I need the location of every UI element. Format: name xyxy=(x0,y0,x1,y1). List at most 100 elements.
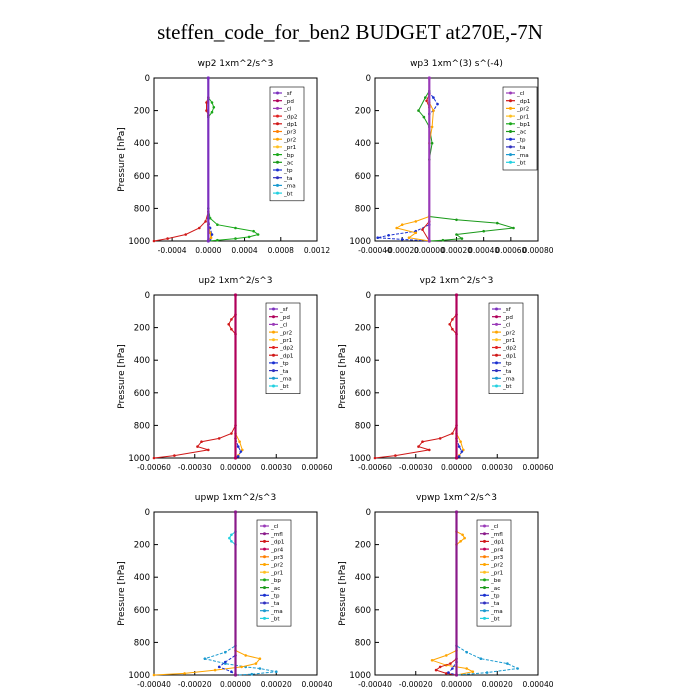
legend-box xyxy=(269,86,305,202)
legend-entry: _ma xyxy=(502,377,515,383)
x-tick-label: 0.00000 xyxy=(220,680,251,689)
legend-entry: _ta xyxy=(270,601,279,607)
series-marker-ma xyxy=(250,672,254,676)
panel-title: up2 1xm^2/s^3 xyxy=(198,276,272,286)
series-marker-dp1 xyxy=(173,454,176,457)
series-marker-pr2 xyxy=(465,667,469,670)
series-marker-pr2 xyxy=(432,109,435,112)
legend-marker xyxy=(495,322,498,326)
panel-title: vpwp 1xm^2/s^3 xyxy=(416,493,497,503)
legend-entry: _bt xyxy=(490,617,500,623)
legend-marker xyxy=(495,330,498,334)
series-marker-dp1 xyxy=(196,445,199,448)
series-marker-ma xyxy=(224,650,227,654)
legend-entry: _pr4 xyxy=(270,547,284,553)
series-marker-ma xyxy=(479,657,483,660)
series-marker-dp1 xyxy=(205,101,208,104)
legend-marker xyxy=(509,99,512,103)
series-marker-pr2 xyxy=(400,223,404,226)
series-marker-dp1 xyxy=(204,220,207,223)
legend-marker xyxy=(483,586,486,590)
legend-entry: _ma xyxy=(283,184,296,190)
series-marker-tp xyxy=(230,670,233,673)
legend-marker xyxy=(483,547,486,551)
x-tick-label: -0.00020 xyxy=(385,246,419,255)
legend-entry: _pr2 xyxy=(490,563,503,569)
x-tick-label: 0.0004 xyxy=(231,246,257,255)
panel-title: wp3 1xm^(3) s^(-4) xyxy=(410,59,503,69)
series-marker-pr2 xyxy=(414,231,418,235)
series-marker-pd xyxy=(454,456,459,460)
panel-title: vp2 1xm^2/s^3 xyxy=(420,276,494,286)
legend-marker xyxy=(272,376,275,380)
x-tick-label: -0.00020 xyxy=(178,680,212,689)
legend-entry: _be xyxy=(490,578,501,584)
series-marker-pr2 xyxy=(244,654,247,657)
series-marker-dp1 xyxy=(205,109,208,112)
legend-marker xyxy=(276,153,279,157)
legend-marker xyxy=(509,91,512,95)
legend-entry: _ta xyxy=(502,369,511,375)
legend-marker xyxy=(483,601,486,605)
x-tick-label: 0.00020 xyxy=(441,246,472,255)
legend-marker xyxy=(276,168,279,172)
series-marker-dp1 xyxy=(152,456,156,460)
series-marker-ma xyxy=(516,667,519,670)
y-tick-label: 800 xyxy=(355,204,371,214)
series-marker-tp xyxy=(447,671,450,674)
legend-marker xyxy=(509,160,512,164)
legend-entry: _dp2 xyxy=(502,346,516,352)
series-marker-mf xyxy=(233,510,238,514)
x-tick-label: 0.00030 xyxy=(261,463,292,472)
panel-title: wp2 1xm^2/s^3 xyxy=(198,59,274,69)
legend-marker xyxy=(495,376,498,380)
series-marker-pr2 xyxy=(152,673,156,677)
series-marker-bp xyxy=(216,223,219,226)
y-tick-label: 0 xyxy=(145,508,150,518)
legend-box xyxy=(476,519,512,627)
x-tick-label: 0.0000 xyxy=(195,246,221,255)
series-marker-dp1 xyxy=(421,228,424,231)
series-marker-dp1 xyxy=(421,440,424,444)
legend-entry: _bp xyxy=(270,578,281,584)
y-tick-label: 600 xyxy=(355,606,371,616)
series-marker-cl xyxy=(427,76,431,80)
series-marker-tp xyxy=(217,665,221,669)
legend-marker xyxy=(483,570,486,574)
y-tick-label: 200 xyxy=(134,541,150,551)
series-marker-dp1 xyxy=(451,327,454,331)
legend-entry: _tp xyxy=(283,168,293,174)
series-marker-dp1 xyxy=(230,318,233,321)
y-tick-label: 400 xyxy=(355,573,371,583)
legend-entry: _bt xyxy=(502,384,512,390)
legend-box xyxy=(256,519,292,627)
legend-entry: _pd xyxy=(279,315,290,321)
series-marker-dp1 xyxy=(152,239,156,243)
series-marker-pr2 xyxy=(258,657,262,660)
legend-entry: _bt xyxy=(283,191,293,197)
y-tick-label: 1000 xyxy=(128,237,150,247)
y-tick-label: 0 xyxy=(366,291,371,301)
series-marker-dp1 xyxy=(230,327,233,331)
series-marker-ac xyxy=(422,115,426,119)
series-marker-mf xyxy=(454,673,459,677)
legend-entry: _pd xyxy=(283,99,294,105)
series-marker-dp1 xyxy=(373,456,377,460)
y-tick-label: 1000 xyxy=(128,454,150,464)
series-line-pr2 xyxy=(395,78,434,242)
legend-entry: _pr2 xyxy=(270,563,283,569)
series-marker-pr2 xyxy=(461,533,464,537)
series-marker-ma xyxy=(465,650,469,654)
y-tick-label: 600 xyxy=(355,389,371,399)
series-marker-dp1 xyxy=(434,668,438,672)
y-tick-label: 800 xyxy=(134,204,150,214)
series-marker-pr2 xyxy=(459,540,462,543)
series-marker-pr2 xyxy=(463,536,466,540)
legend-entry: _pr3 xyxy=(270,555,284,561)
series-marker-pr2 xyxy=(240,665,243,669)
legend-marker xyxy=(509,106,512,110)
legend-entry: _cl xyxy=(270,524,279,530)
legend-marker xyxy=(276,145,279,149)
y-tick-label: 600 xyxy=(134,606,150,616)
